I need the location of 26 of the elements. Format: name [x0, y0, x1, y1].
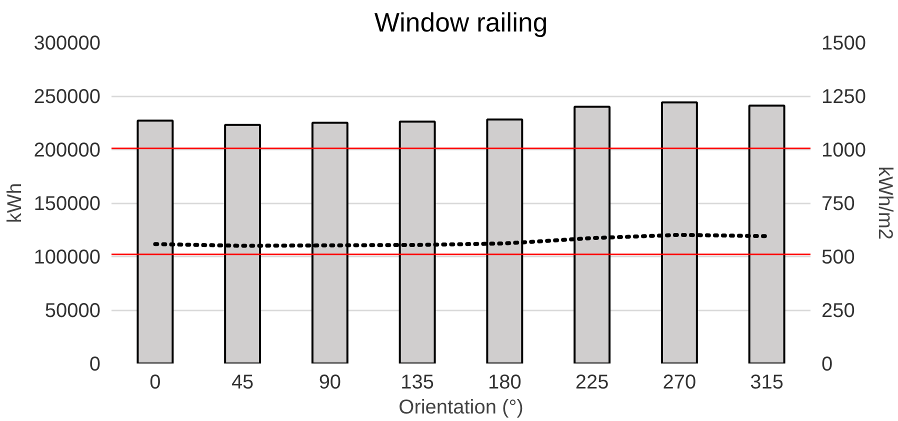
y2-tick-label: 0 — [822, 354, 833, 376]
chart-title: Window railing — [374, 8, 548, 38]
y2-tick-label: 1000 — [822, 140, 866, 162]
y-tick-label: 300000 — [34, 32, 101, 54]
x-tick-label: 90 — [318, 372, 342, 394]
y-tick-label: 200000 — [34, 140, 101, 162]
y-axis-title: kWh — [4, 183, 26, 223]
y2-tick-label: 500 — [822, 246, 855, 268]
x-axis-title: Orientation (°) — [398, 396, 524, 418]
y-tick-label: 50000 — [44, 300, 101, 322]
y2-tick-label: 1500 — [822, 32, 866, 54]
y-tick-label: 0 — [89, 354, 100, 376]
x-tick-label: 45 — [231, 372, 254, 394]
x-tick-label: 270 — [662, 372, 696, 394]
y-tick-label: 100000 — [34, 246, 101, 268]
x-tick-label: 315 — [750, 372, 784, 394]
x-tick-label: 180 — [488, 372, 522, 394]
y2-axis-title: kWh/m2 — [874, 166, 896, 240]
x-tick-label: 225 — [575, 372, 609, 394]
y-tick-label: 250000 — [34, 86, 101, 108]
y2-tick-label: 750 — [822, 193, 855, 215]
y-tick-label: 150000 — [34, 193, 101, 215]
x-tick-label: 135 — [400, 372, 434, 394]
x-tick-label: 0 — [150, 372, 161, 394]
y2-tick-label: 1250 — [822, 86, 866, 108]
y2-tick-label: 250 — [822, 300, 855, 322]
